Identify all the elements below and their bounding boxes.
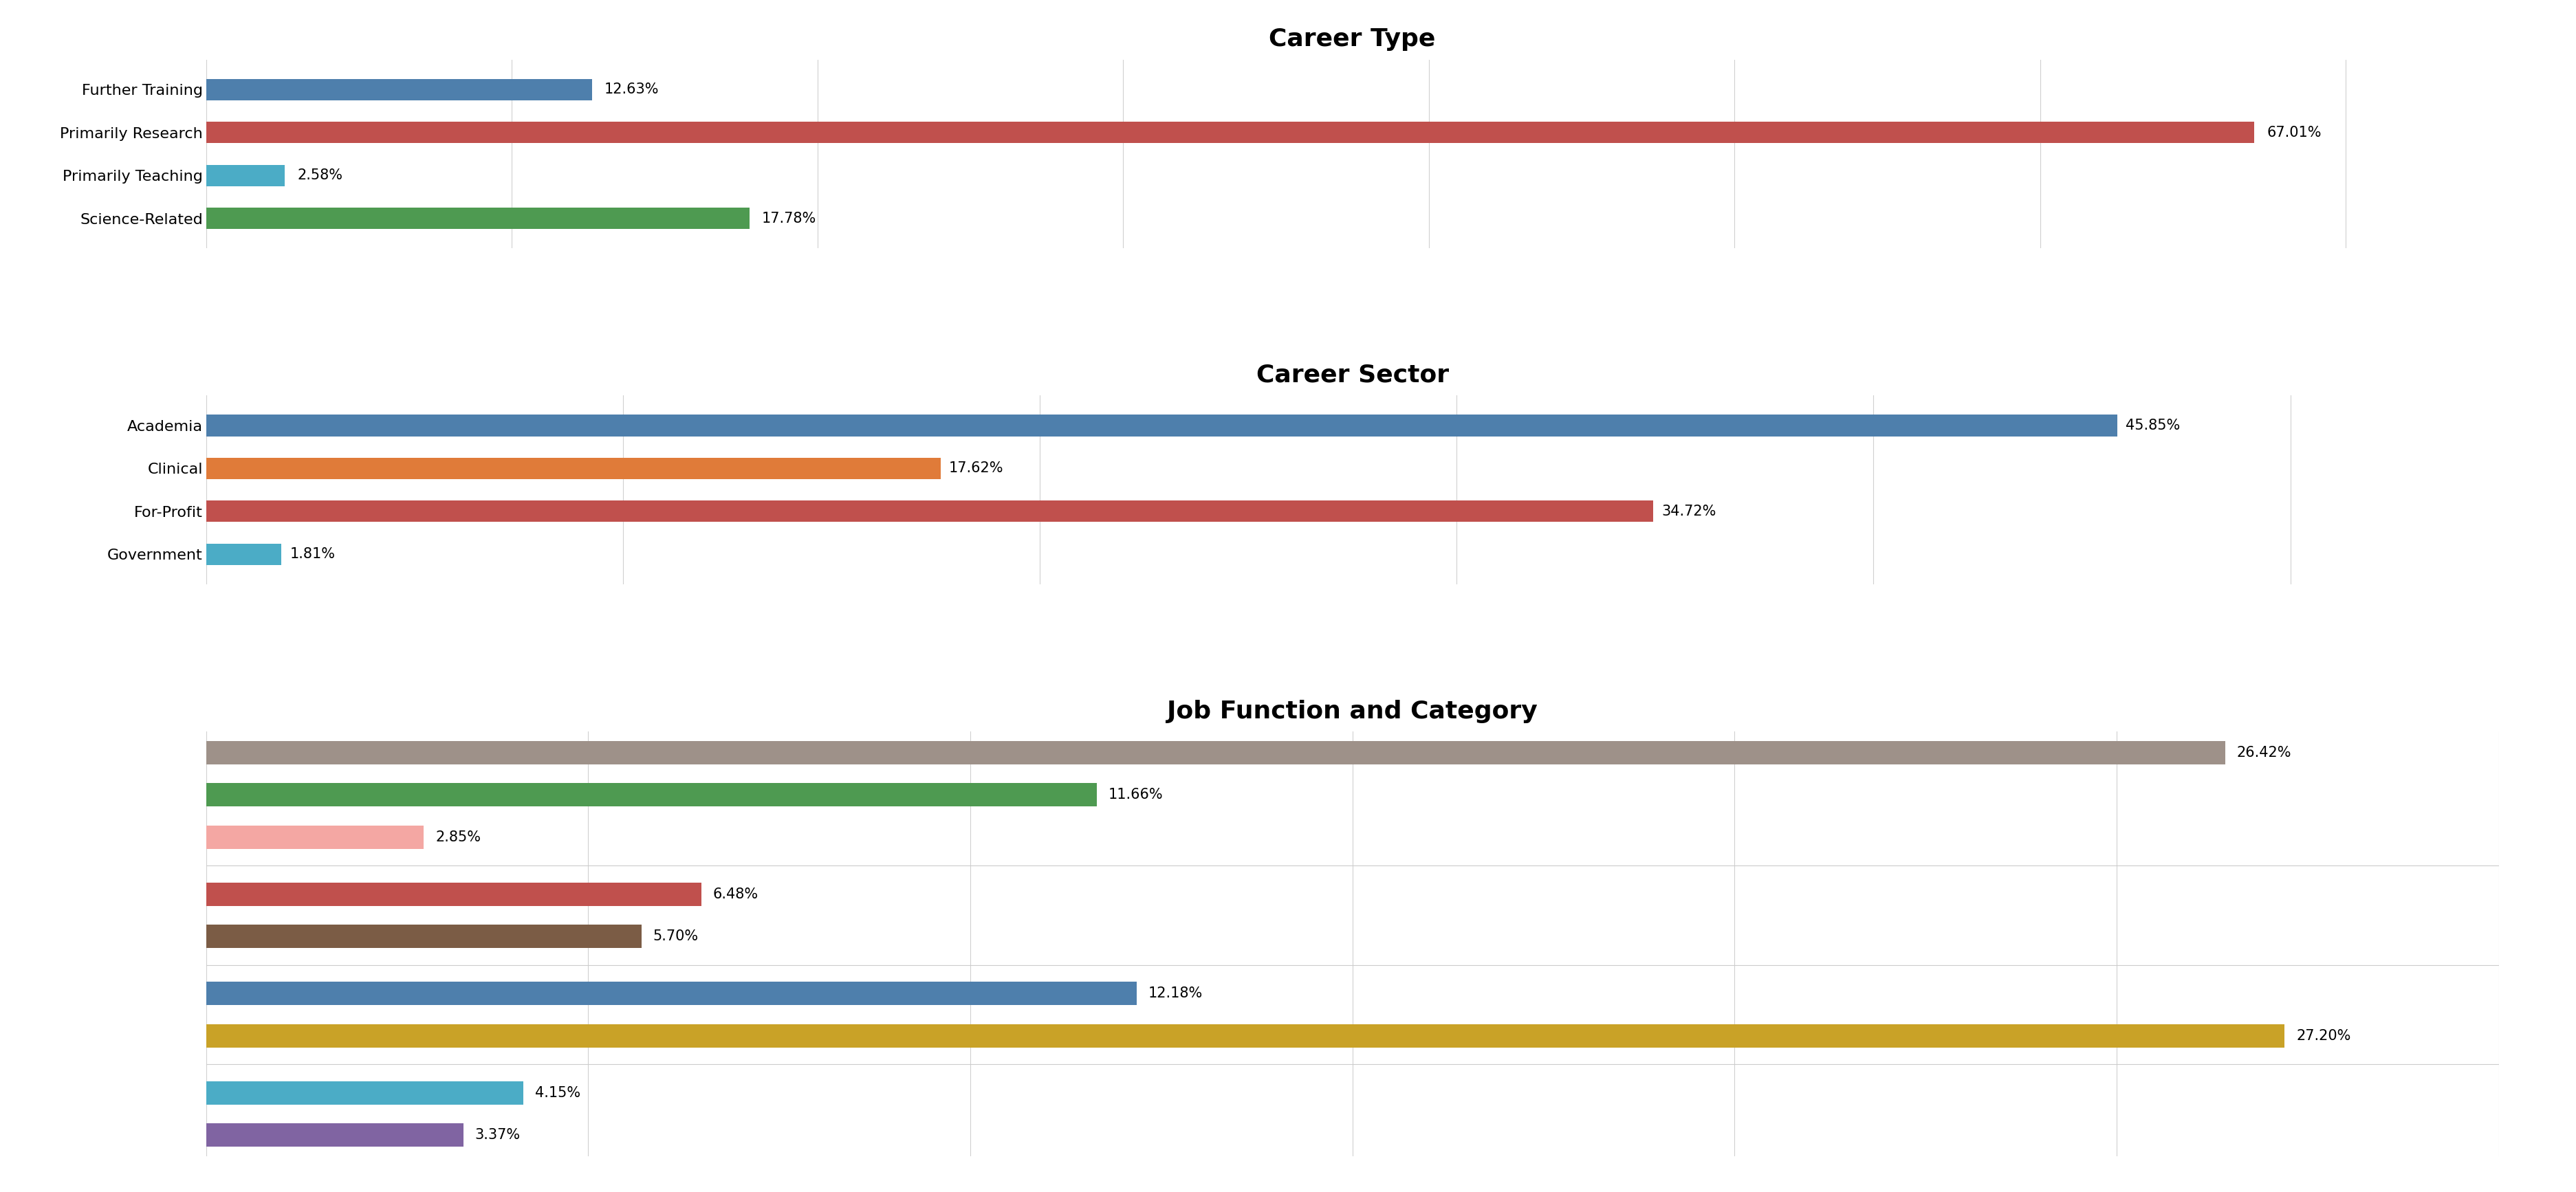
Bar bbox=[206, 925, 641, 948]
Text: 17.78%: 17.78% bbox=[762, 211, 817, 225]
Text: 6.48%: 6.48% bbox=[714, 887, 757, 901]
Bar bbox=[206, 79, 592, 100]
Text: 27.20%: 27.20% bbox=[2295, 1029, 2352, 1043]
Text: 2.58%: 2.58% bbox=[296, 168, 343, 182]
Text: 45.85%: 45.85% bbox=[2125, 418, 2179, 433]
Title: Career Sector: Career Sector bbox=[1257, 364, 1448, 387]
Bar bbox=[206, 1081, 523, 1105]
Bar bbox=[206, 826, 425, 849]
Bar bbox=[206, 783, 1097, 807]
Text: 34.72%: 34.72% bbox=[1662, 504, 1716, 519]
Bar bbox=[206, 164, 286, 186]
Bar bbox=[206, 415, 2117, 436]
Bar bbox=[206, 501, 1654, 522]
Bar bbox=[206, 741, 2226, 764]
Text: 4.15%: 4.15% bbox=[536, 1086, 580, 1100]
Text: 3.37%: 3.37% bbox=[474, 1129, 520, 1142]
Bar bbox=[206, 982, 1136, 1005]
Text: 2.85%: 2.85% bbox=[435, 831, 482, 844]
Bar bbox=[206, 544, 281, 565]
Bar bbox=[206, 882, 701, 906]
Bar bbox=[206, 122, 2254, 143]
Title: Career Type: Career Type bbox=[1270, 27, 1435, 51]
Text: 11.66%: 11.66% bbox=[1108, 788, 1164, 802]
Bar bbox=[206, 1024, 2285, 1048]
Text: 17.62%: 17.62% bbox=[948, 461, 1005, 476]
Title: Job Function and Category: Job Function and Category bbox=[1167, 700, 1538, 722]
Bar bbox=[206, 1124, 464, 1147]
Text: 67.01%: 67.01% bbox=[2267, 125, 2321, 139]
Text: 5.70%: 5.70% bbox=[654, 930, 698, 943]
Text: 26.42%: 26.42% bbox=[2236, 746, 2290, 759]
Bar bbox=[206, 458, 940, 479]
Text: 12.18%: 12.18% bbox=[1149, 987, 1203, 1000]
Bar bbox=[206, 207, 750, 229]
Text: 1.81%: 1.81% bbox=[291, 547, 335, 561]
Text: 12.63%: 12.63% bbox=[605, 82, 659, 97]
